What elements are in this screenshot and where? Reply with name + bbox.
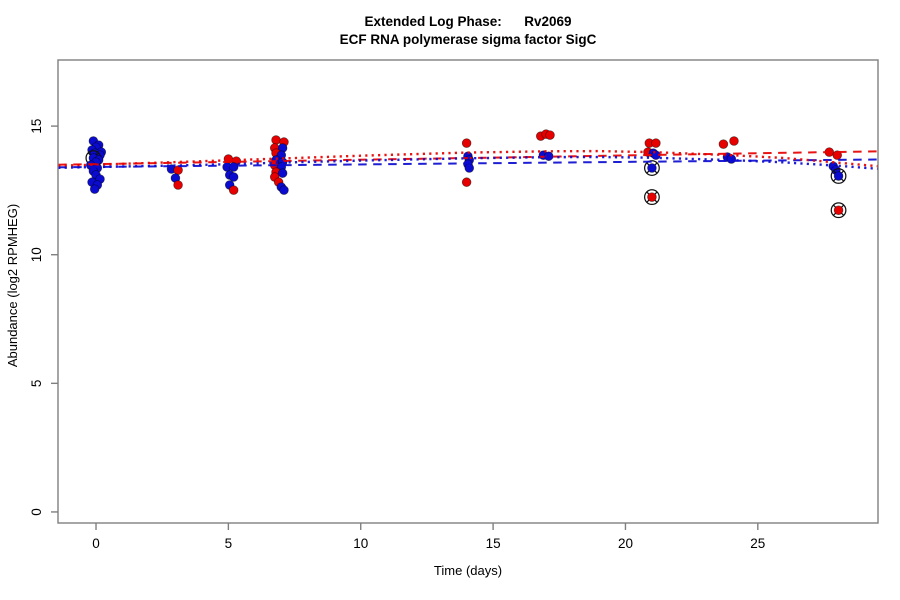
blue-data-point: [279, 185, 289, 195]
plot-subtitle: ECF RNA polymerase sigma factor SigC: [339, 32, 597, 47]
x-tick-label: 25: [750, 536, 765, 551]
plot-frame: [57, 59, 879, 524]
x-axis-label: Time (days): [434, 563, 502, 578]
red-data-point: [228, 185, 239, 195]
y-tick-label: 0: [29, 508, 44, 516]
outlier-circle-marker: [644, 189, 660, 206]
red-data-point: [173, 180, 183, 190]
outlier-circle-marker: [830, 202, 847, 219]
plot-title-block: Extended Log Phase: Rv2069 ECF RNA polym…: [340, 13, 597, 49]
x-tick-label: 10: [353, 536, 368, 551]
x-tick-label: 5: [225, 536, 233, 551]
red-data-point: [718, 139, 729, 149]
red-data-point: [651, 138, 661, 148]
x-tick-label: 20: [618, 536, 633, 551]
red-data-point: [271, 135, 281, 145]
blue-data-point: [277, 168, 288, 178]
red-data-point: [647, 192, 657, 202]
blue-dotted-smooth-fit: [58, 155, 879, 170]
blue-dashed-linear-fit: [58, 158, 879, 169]
y-tick-label: 10: [29, 247, 44, 262]
blue-data-point: [647, 163, 657, 173]
y-tick-label: 15: [29, 119, 44, 134]
red-data-point: [832, 150, 842, 160]
blue-data-point: [89, 184, 100, 194]
outlier-circle-marker: [644, 160, 660, 176]
red-data-point: [461, 177, 472, 187]
plot-title: Extended Log Phase: Rv2069: [364, 14, 572, 29]
x-tick-label: 0: [92, 536, 100, 551]
red-dotted-smooth-fit: [58, 149, 879, 168]
red-data-point: [545, 130, 555, 140]
blue-data-point: [228, 172, 239, 182]
red-data-point: [461, 138, 472, 148]
y-tick-label: 5: [29, 380, 44, 388]
x-tick-label: 15: [486, 536, 501, 551]
blue-data-point: [464, 163, 475, 173]
y-axis-label: Abundance (log2 RPMHEG): [5, 204, 20, 367]
red-data-point: [729, 136, 739, 146]
outlier-circle-marker: [830, 168, 847, 184]
red-data-point: [833, 205, 844, 215]
blue-data-point: [228, 162, 239, 172]
blue-data-point: [833, 171, 844, 181]
